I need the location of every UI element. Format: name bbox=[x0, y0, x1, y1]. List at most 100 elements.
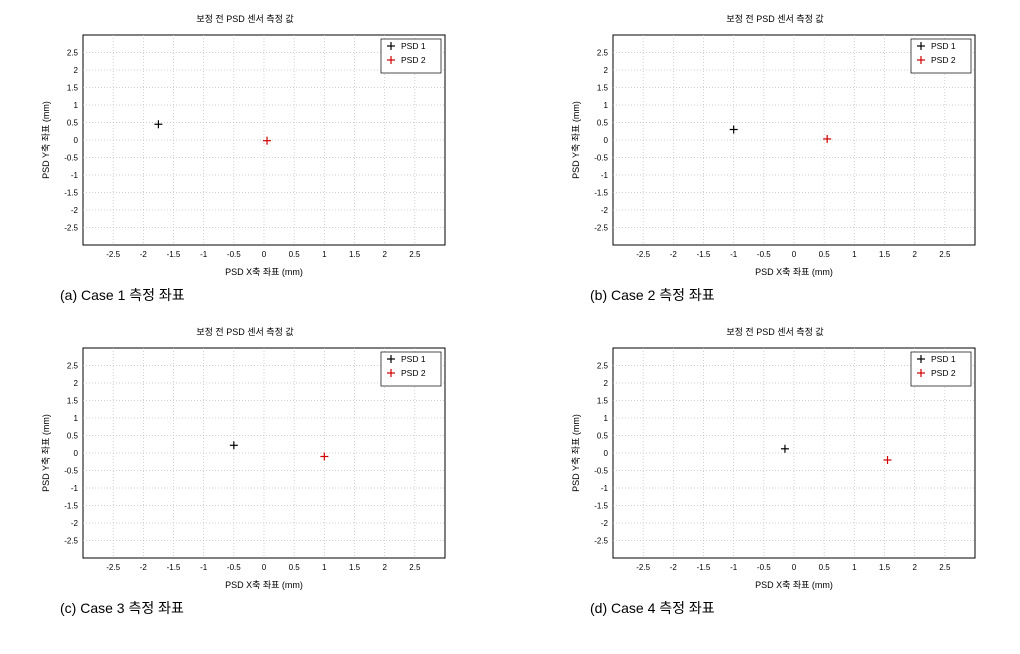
svg-text:-0.5: -0.5 bbox=[757, 563, 771, 572]
svg-text:-0.5: -0.5 bbox=[594, 154, 608, 163]
caption: (b) Case 2 측정 좌표 bbox=[590, 285, 1000, 305]
svg-text:1.5: 1.5 bbox=[597, 397, 609, 406]
svg-text:PSD 1: PSD 1 bbox=[931, 354, 956, 364]
svg-text:-2.5: -2.5 bbox=[64, 224, 78, 233]
svg-text:-1.5: -1.5 bbox=[594, 189, 608, 198]
svg-text:2.5: 2.5 bbox=[409, 563, 421, 572]
svg-text:0: 0 bbox=[74, 449, 79, 458]
svg-text:PSD X축 좌표 (mm): PSD X축 좌표 (mm) bbox=[225, 267, 303, 277]
svg-text:1: 1 bbox=[322, 563, 327, 572]
caption: (c) Case 3 측정 좌표 bbox=[60, 598, 470, 618]
svg-text:1.5: 1.5 bbox=[879, 563, 891, 572]
svg-text:-0.5: -0.5 bbox=[227, 563, 241, 572]
svg-text:0: 0 bbox=[604, 449, 609, 458]
cell-case4: 보정 전 PSD 센서 측정 값 -2.5-2.5-2-2-1.5-1.5-1-… bbox=[550, 325, 1000, 618]
svg-text:0: 0 bbox=[792, 250, 797, 259]
svg-text:-1: -1 bbox=[601, 171, 609, 180]
svg-text:-0.5: -0.5 bbox=[64, 467, 78, 476]
chart-svg-slot: -2.5-2.5-2-2-1.5-1.5-1-1-0.5-0.5000.50.5… bbox=[35, 342, 455, 592]
svg-text:2: 2 bbox=[382, 250, 387, 259]
svg-text:-1: -1 bbox=[601, 484, 609, 493]
svg-text:-0.5: -0.5 bbox=[594, 467, 608, 476]
svg-text:-1: -1 bbox=[200, 250, 208, 259]
svg-text:-0.5: -0.5 bbox=[227, 250, 241, 259]
svg-text:0.5: 0.5 bbox=[67, 119, 79, 128]
svg-text:0.5: 0.5 bbox=[289, 250, 301, 259]
svg-text:2: 2 bbox=[74, 379, 79, 388]
svg-text:2: 2 bbox=[912, 250, 917, 259]
svg-text:0: 0 bbox=[792, 563, 797, 572]
svg-text:1.5: 1.5 bbox=[349, 250, 361, 259]
svg-text:-1: -1 bbox=[200, 563, 208, 572]
svg-text:0.5: 0.5 bbox=[819, 250, 831, 259]
chart-title: 보정 전 PSD 센서 측정 값 bbox=[565, 12, 985, 25]
svg-text:-1.5: -1.5 bbox=[697, 250, 711, 259]
svg-text:PSD 1: PSD 1 bbox=[931, 41, 956, 51]
svg-text:2: 2 bbox=[74, 66, 79, 75]
caption: (a) Case 1 측정 좌표 bbox=[60, 285, 470, 305]
svg-text:-2.5: -2.5 bbox=[636, 563, 650, 572]
svg-text:0: 0 bbox=[74, 136, 79, 145]
svg-text:1: 1 bbox=[604, 101, 609, 110]
svg-text:-2: -2 bbox=[601, 206, 609, 215]
svg-text:1: 1 bbox=[74, 414, 79, 423]
svg-text:2.5: 2.5 bbox=[939, 250, 951, 259]
svg-text:1: 1 bbox=[852, 563, 857, 572]
svg-text:2.5: 2.5 bbox=[597, 362, 609, 371]
svg-text:1.5: 1.5 bbox=[67, 397, 79, 406]
svg-text:PSD X축 좌표 (mm): PSD X축 좌표 (mm) bbox=[755, 580, 833, 590]
svg-text:-2: -2 bbox=[140, 250, 148, 259]
svg-text:PSD 2: PSD 2 bbox=[931, 368, 956, 378]
svg-text:0: 0 bbox=[604, 136, 609, 145]
svg-text:2.5: 2.5 bbox=[67, 49, 79, 58]
svg-text:0: 0 bbox=[262, 563, 267, 572]
svg-text:-0.5: -0.5 bbox=[757, 250, 771, 259]
svg-text:-2.5: -2.5 bbox=[106, 250, 120, 259]
svg-text:-1.5: -1.5 bbox=[64, 189, 78, 198]
cell-case3: 보정 전 PSD 센서 측정 값 -2.5-2.5-2-2-1.5-1.5-1-… bbox=[20, 325, 470, 618]
svg-text:-1: -1 bbox=[71, 171, 79, 180]
svg-text:-2.5: -2.5 bbox=[106, 563, 120, 572]
svg-text:1: 1 bbox=[74, 101, 79, 110]
svg-text:PSD 1: PSD 1 bbox=[401, 41, 426, 51]
chart-svg-slot: -2.5-2.5-2-2-1.5-1.5-1-1-0.5-0.5000.50.5… bbox=[35, 29, 455, 279]
chart-title: 보정 전 PSD 센서 측정 값 bbox=[565, 325, 985, 338]
svg-text:0.5: 0.5 bbox=[289, 563, 301, 572]
svg-text:2.5: 2.5 bbox=[939, 563, 951, 572]
svg-text:-2: -2 bbox=[601, 519, 609, 528]
svg-text:-1.5: -1.5 bbox=[697, 563, 711, 572]
svg-text:2.5: 2.5 bbox=[67, 362, 79, 371]
svg-text:-2: -2 bbox=[670, 250, 678, 259]
svg-text:PSD X축 좌표 (mm): PSD X축 좌표 (mm) bbox=[225, 580, 303, 590]
svg-text:PSD Y축 좌표 (mm): PSD Y축 좌표 (mm) bbox=[571, 101, 581, 179]
svg-text:0.5: 0.5 bbox=[597, 119, 609, 128]
figure-grid: 보정 전 PSD 센서 측정 값 -2.5 -2.5 -2 -2 -1.5 -1.5 -1 -… bbox=[20, 12, 1000, 618]
cell-case1: 보정 전 PSD 센서 측정 값 -2.5-2.5-2-2-1.5-1.5-1-… bbox=[20, 12, 470, 305]
svg-text:-1.5: -1.5 bbox=[594, 502, 608, 511]
scatter-chart: -2.5-2.5-2-2-1.5-1.5-1-1-0.5-0.5000.50.5… bbox=[35, 29, 455, 279]
svg-text:-2.5: -2.5 bbox=[636, 250, 650, 259]
svg-text:-1.5: -1.5 bbox=[64, 502, 78, 511]
chart-title: 보정 전 PSD 센서 측정 값 bbox=[35, 325, 455, 338]
svg-text:1: 1 bbox=[322, 250, 327, 259]
svg-text:2: 2 bbox=[912, 563, 917, 572]
svg-text:1: 1 bbox=[852, 250, 857, 259]
svg-text:1.5: 1.5 bbox=[597, 84, 609, 93]
cell-case2: 보정 전 PSD 센서 측정 값 -2.5-2.5-2-2-1.5-1.5-1-… bbox=[550, 12, 1000, 305]
chart-title: 보정 전 PSD 센서 측정 값 bbox=[35, 12, 455, 25]
svg-text:2.5: 2.5 bbox=[597, 49, 609, 58]
svg-text:PSD 2: PSD 2 bbox=[401, 368, 426, 378]
scatter-chart: -2.5-2.5-2-2-1.5-1.5-1-1-0.5-0.5000.50.5… bbox=[565, 342, 985, 592]
svg-text:PSD Y축 좌표 (mm): PSD Y축 좌표 (mm) bbox=[41, 101, 51, 179]
svg-text:1.5: 1.5 bbox=[349, 563, 361, 572]
svg-text:-1.5: -1.5 bbox=[167, 250, 181, 259]
svg-text:0.5: 0.5 bbox=[67, 432, 79, 441]
svg-text:-2: -2 bbox=[670, 563, 678, 572]
svg-text:1.5: 1.5 bbox=[67, 84, 79, 93]
svg-text:2: 2 bbox=[604, 66, 609, 75]
svg-text:0.5: 0.5 bbox=[819, 563, 831, 572]
chart-svg-slot: -2.5-2.5-2-2-1.5-1.5-1-1-0.5-0.5000.50.5… bbox=[565, 342, 985, 592]
svg-text:1: 1 bbox=[604, 414, 609, 423]
svg-text:-2: -2 bbox=[140, 563, 148, 572]
svg-text:2: 2 bbox=[604, 379, 609, 388]
